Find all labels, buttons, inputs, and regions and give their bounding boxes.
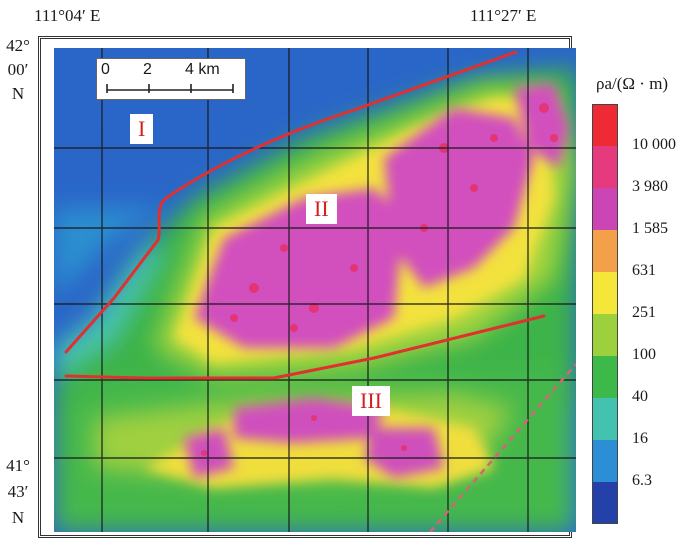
coord-left-bottom-hemi: N <box>11 508 25 527</box>
legend-value-label: 631 <box>632 262 656 279</box>
legend-value-label: 40 <box>632 388 648 405</box>
legend-swatch <box>592 440 618 483</box>
region-label-ii: II <box>306 194 337 224</box>
legend-value-label: 1 585 <box>632 220 668 237</box>
coord-left-top-hemi: N <box>11 84 25 103</box>
scale-end-label: 4 km <box>185 61 220 78</box>
scale-bar: 0 2 4 km <box>96 58 246 100</box>
legend-color-bar <box>592 104 618 524</box>
legend-swatch <box>592 272 618 315</box>
fault-line-south <box>64 314 546 380</box>
coord-left-top-min: 00′ <box>7 60 29 79</box>
legend-swatch <box>592 314 618 357</box>
legend-value-label: 3 980 <box>632 178 668 195</box>
legend-value-label: 6.3 <box>632 472 652 489</box>
coord-left-top-deg: 42° <box>6 36 30 55</box>
coord-top-left: 111°04′ E <box>34 6 101 25</box>
scale-zero-label: 0 <box>101 61 110 78</box>
legend-value-label: 16 <box>632 430 648 447</box>
region-label-iii: III <box>352 386 390 416</box>
legend-value-label: 10 000 <box>632 136 676 153</box>
legend-outline <box>592 104 618 524</box>
legend-swatch <box>592 146 618 189</box>
legend-swatch <box>592 482 618 524</box>
legend-swatch <box>592 398 618 441</box>
legend-swatch <box>592 188 618 231</box>
scale-bar-ruler <box>106 84 234 93</box>
coord-left-bottom-min: 43′ <box>7 482 29 501</box>
legend-title: ρa/(Ω · m) <box>596 74 669 93</box>
fault-line-north <box>64 50 518 354</box>
region-label-i: I <box>130 114 154 144</box>
coord-left-bottom-deg: 41° <box>6 456 30 475</box>
dashed-fault-line <box>429 363 576 532</box>
legend-value-label: 251 <box>632 304 656 321</box>
legend-swatch <box>592 356 618 399</box>
legend-swatch <box>592 104 618 147</box>
legend-swatch <box>592 230 618 273</box>
legend-value-label: 100 <box>632 346 656 363</box>
scale-mid-label: 2 <box>143 61 152 78</box>
coord-top-right: 111°27′ E <box>470 6 537 25</box>
